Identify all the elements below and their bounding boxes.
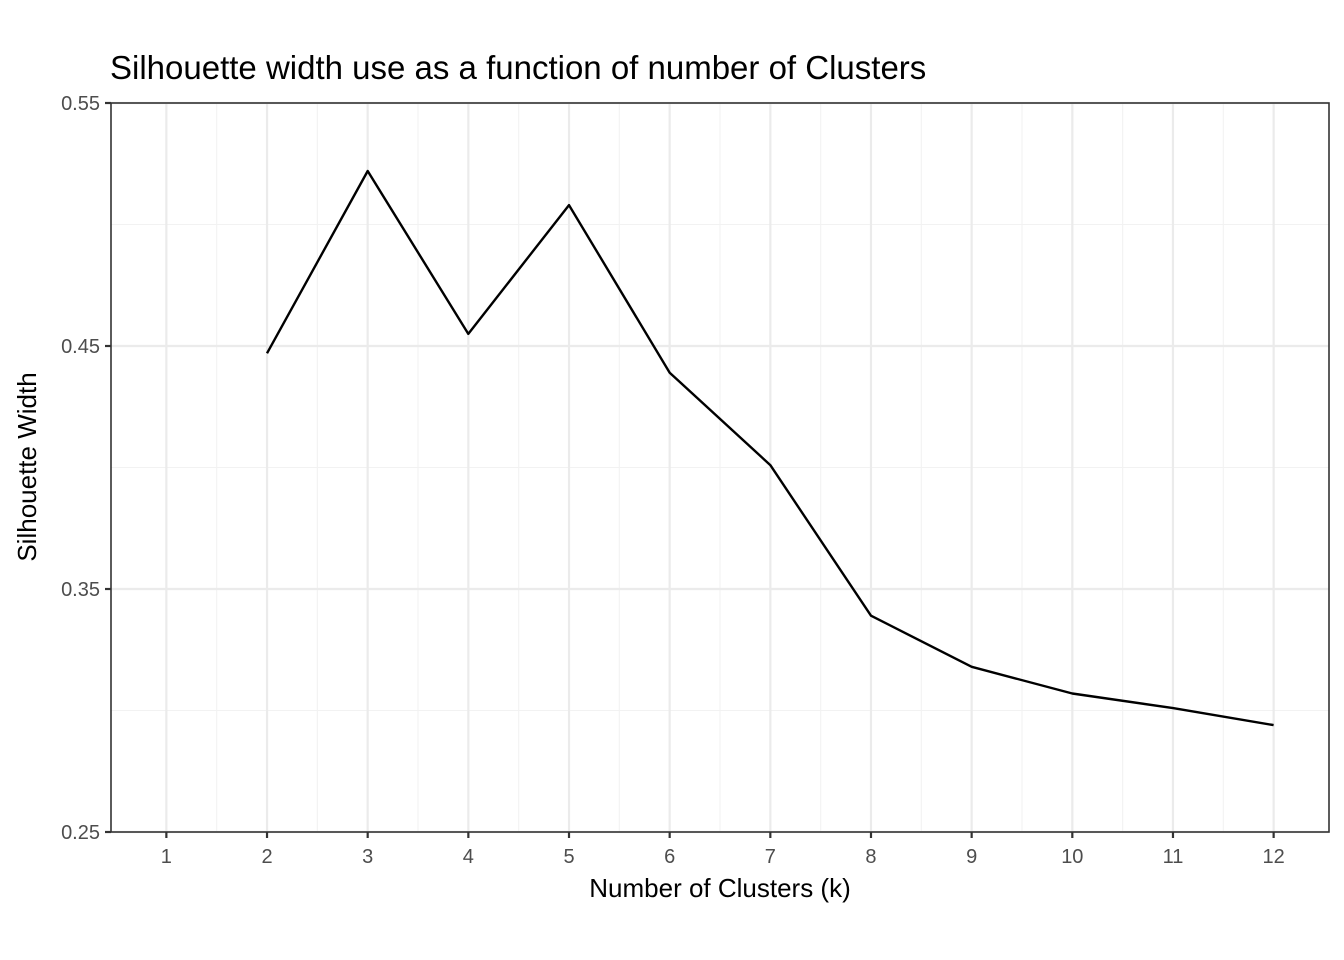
x-tick-label: 10 [1061,846,1083,868]
x-axis-title: Number of Clusters (k) [589,873,851,903]
x-tick-label: 9 [966,846,977,868]
x-tick-label: 5 [563,846,574,868]
x-tick-label: 2 [261,846,272,868]
x-tick-label: 11 [1163,846,1184,868]
x-tick-label: 12 [1263,846,1285,868]
x-tick-label: 3 [362,846,373,868]
x-axis-ticks: 1 2 3 4 5 6 7 8 9 10 11 12 [161,832,1285,868]
plot-panel-border [110,102,1330,833]
chart-title: Silhouette width use as a function of nu… [110,49,926,86]
y-tick-label: 0.35 [61,579,100,601]
y-axis-title: Silhouette Width [12,372,42,561]
series-layer [265,169,1274,727]
y-axis-ticks: 0.25 0.35 0.45 0.55 [61,93,111,844]
x-tick-label: 6 [664,846,675,868]
x-tick-label: 8 [865,846,876,868]
x-tick-label: 1 [161,846,172,868]
x-tick-label: 4 [463,846,474,868]
y-tick-label: 0.55 [61,93,100,115]
y-tick-label: 0.25 [61,822,100,844]
y-tick-label: 0.45 [61,336,100,358]
minor-gridlines [111,103,1329,832]
x-tick-label: 7 [765,846,776,868]
